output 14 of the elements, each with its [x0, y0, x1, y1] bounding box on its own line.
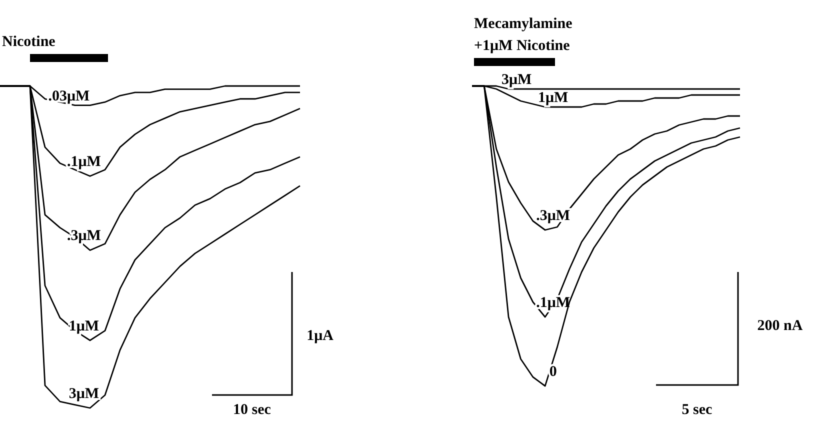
series-label: 3μM	[68, 386, 100, 402]
series-label: .1μM	[67, 154, 101, 170]
series-label: 3μM	[501, 72, 532, 88]
annotation: 1μA	[306, 328, 334, 344]
series-label: .03μM	[48, 88, 90, 104]
text: Mecamylamine	[474, 16, 573, 32]
series-label: 0	[549, 364, 557, 380]
annotation: 10 sec	[233, 402, 272, 418]
text: 200 nA	[757, 318, 803, 334]
text: 5 sec	[682, 402, 713, 418]
text: Nicotine	[2, 34, 56, 50]
series-label: 1μM	[68, 318, 100, 334]
text: +1μM Nicotine	[474, 38, 570, 54]
series-label: 1μM	[538, 90, 568, 106]
